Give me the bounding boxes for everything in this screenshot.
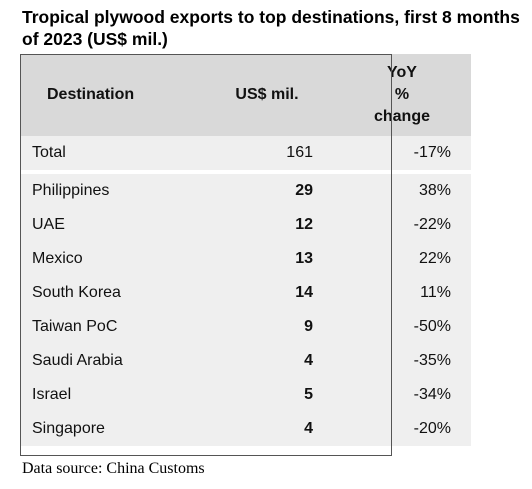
table-title: Tropical plywood exports to top destinat… xyxy=(22,7,520,49)
cell-yoy: 38% xyxy=(333,174,471,208)
cell-value: 12 xyxy=(201,208,333,242)
header-value: US$ mil. xyxy=(201,54,333,136)
cell-destination: Singapore xyxy=(20,412,201,446)
table-row: Taiwan PoC 9 -50% xyxy=(20,310,471,344)
exports-table: Destination US$ mil. YoY % change Total … xyxy=(20,54,471,446)
cell-value: 13 xyxy=(201,242,333,276)
cell-destination: Philippines xyxy=(20,174,201,208)
cell-destination: Israel xyxy=(20,378,201,412)
section-separator xyxy=(20,170,471,174)
cell-value: 14 xyxy=(201,276,333,310)
cell-destination: Saudi Arabia xyxy=(20,344,201,378)
header-yoy-line-2: % xyxy=(394,86,410,103)
header-yoy: YoY % change xyxy=(333,54,471,136)
table-row: UAE 12 -22% xyxy=(20,208,471,242)
cell-destination: UAE xyxy=(20,208,201,242)
cell-yoy: 11% xyxy=(333,276,471,310)
cell-destination: South Korea xyxy=(20,276,201,310)
cell-value: 4 xyxy=(201,344,333,378)
cell-destination: Mexico xyxy=(20,242,201,276)
header-destination: Destination xyxy=(20,54,201,136)
table-row: South Korea 14 11% xyxy=(20,276,471,310)
cell-destination: Taiwan PoC xyxy=(20,310,201,344)
table-row: Singapore 4 -20% xyxy=(20,412,471,446)
cell-yoy: -50% xyxy=(333,310,471,344)
cell-yoy: -34% xyxy=(333,378,471,412)
cell-value: 29 xyxy=(201,174,333,208)
total-label: Total xyxy=(20,136,201,170)
cell-value: 9 xyxy=(201,310,333,344)
cell-yoy: -22% xyxy=(333,208,471,242)
total-value: 161 xyxy=(201,136,333,170)
table-row: Philippines 29 38% xyxy=(20,174,471,208)
cell-yoy: -20% xyxy=(333,412,471,446)
cell-value: 4 xyxy=(201,412,333,446)
table-row: Saudi Arabia 4 -35% xyxy=(20,344,471,378)
header-yoy-line-3: change xyxy=(373,108,430,125)
total-row: Total 161 -17% xyxy=(20,136,471,170)
header-row: Destination US$ mil. YoY % change xyxy=(20,54,471,136)
data-source-note: Data source: China Customs xyxy=(22,460,205,477)
header-yoy-line-1: YoY xyxy=(387,64,417,81)
cell-yoy: -35% xyxy=(333,344,471,378)
cell-yoy: 22% xyxy=(333,242,471,276)
total-yoy: -17% xyxy=(333,136,471,170)
table-row: Mexico 13 22% xyxy=(20,242,471,276)
cell-value: 5 xyxy=(201,378,333,412)
table-row: Israel 5 -34% xyxy=(20,378,471,412)
